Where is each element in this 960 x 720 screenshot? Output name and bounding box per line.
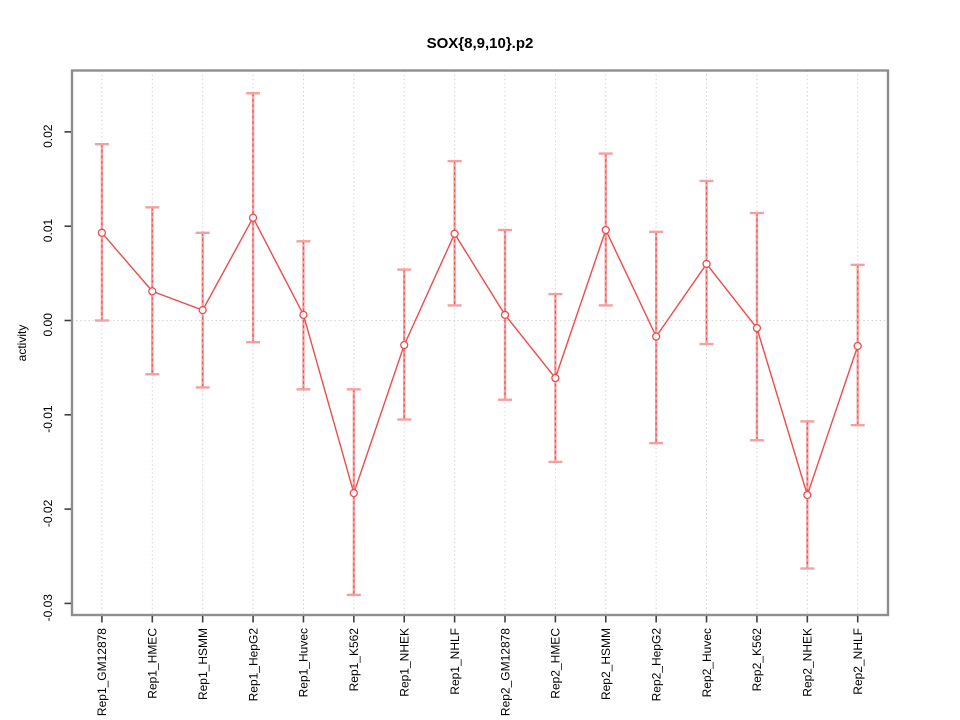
y-tick-label: 0.01 xyxy=(41,218,55,242)
x-tick-label: Rep1_NHEK xyxy=(398,628,412,697)
x-tick-label: Rep1_NHLF xyxy=(448,628,462,695)
chart-title: SOX{8,9,10}.p2 xyxy=(427,35,534,52)
x-tick-label: Rep1_HMEC xyxy=(146,628,160,699)
error-bars xyxy=(94,92,865,597)
data-point-marker xyxy=(551,373,560,383)
data-point-marker xyxy=(97,228,107,237)
data-point-markers xyxy=(97,213,862,500)
plot-border xyxy=(70,69,890,617)
x-tick-label: Rep2_GM12878 xyxy=(498,628,512,716)
data-point-marker xyxy=(702,259,711,269)
data-point-marker xyxy=(853,341,862,351)
x-tick-label: Rep2_HMEC xyxy=(549,628,563,699)
data-point-marker xyxy=(400,340,409,350)
x-tick-label: Rep2_NHEK xyxy=(801,628,815,697)
data-point-marker xyxy=(803,490,812,500)
x-tick-label: Rep2_HSMM xyxy=(599,628,613,700)
x-tick-label: Rep1_Huvec xyxy=(297,628,311,697)
y-tick-label: -0.03 xyxy=(41,594,55,622)
plot-box xyxy=(70,69,890,617)
y-axis-label: activity xyxy=(15,325,29,362)
y-tick-label: 0.00 xyxy=(41,313,55,337)
x-tick-label: Rep1_K562 xyxy=(347,628,361,692)
series-line xyxy=(101,216,859,498)
data-point-marker xyxy=(450,229,459,238)
x-axis: Rep1_GM12878 Rep1_HMEC Rep1_HSMM Rep1_HepG2… xyxy=(95,616,865,716)
x-tick-label: Rep1_GM12878 xyxy=(95,628,109,716)
data-point-marker xyxy=(299,310,308,319)
data-point-marker xyxy=(349,488,358,498)
gridlines xyxy=(72,70,888,615)
data-point-marker xyxy=(148,287,157,296)
data-point-marker xyxy=(652,332,661,341)
data-point-marker xyxy=(198,305,207,315)
x-tick-label: Rep2_HepG2 xyxy=(649,628,663,702)
x-tick-label: Rep1_HepG2 xyxy=(246,628,260,702)
y-axis: 0.02 0.01 0.00 -0.01 -0.02 -0.03 xyxy=(41,124,71,621)
data-point-marker xyxy=(601,225,610,235)
y-tick-label: -0.02 xyxy=(41,499,55,527)
y-tick-label: 0.02 xyxy=(41,124,55,148)
x-tick-label: Rep2_K562 xyxy=(750,628,764,692)
x-tick-label: Rep2_Huvec xyxy=(700,628,714,697)
data-point-marker xyxy=(752,323,762,333)
x-tick-label: Rep1_HSMM xyxy=(196,628,210,700)
series-polyline xyxy=(101,216,859,498)
x-tick-label: Rep2_NHLF xyxy=(851,628,865,695)
y-tick-label: -0.01 xyxy=(41,405,55,433)
data-point-marker xyxy=(500,310,510,319)
data-point-marker xyxy=(248,213,258,222)
